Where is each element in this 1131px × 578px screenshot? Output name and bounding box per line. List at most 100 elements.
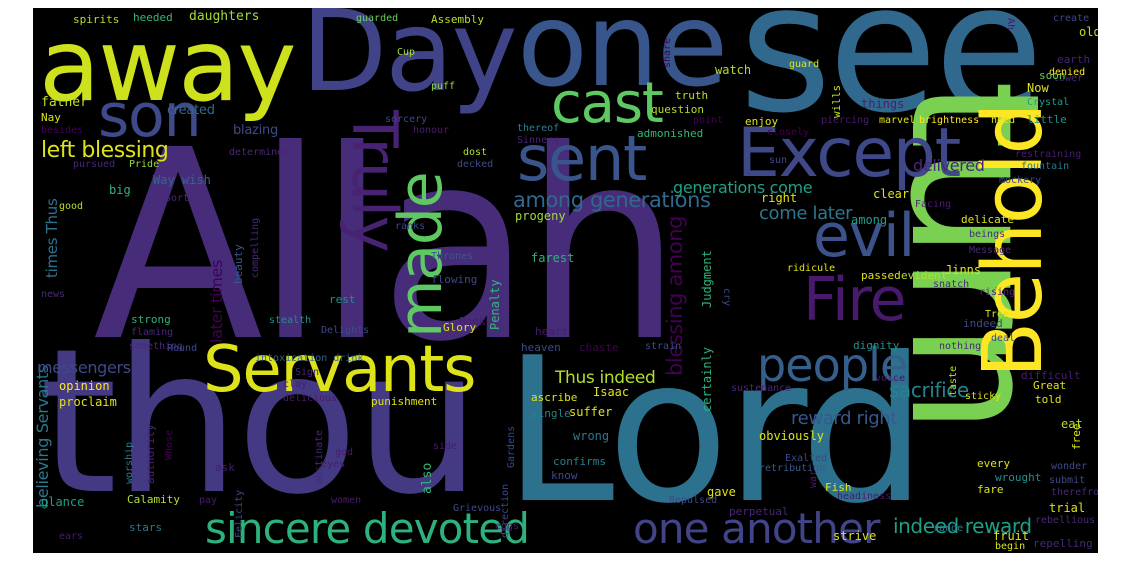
word-heed: heed — [991, 115, 1016, 126]
word-book: Book — [459, 315, 486, 328]
word-determined: determined — [229, 147, 290, 158]
word-authority: authority — [144, 424, 157, 484]
word-passed: passed — [861, 269, 901, 282]
word-mockery: mockery — [999, 175, 1042, 186]
word-right: right — [761, 191, 798, 205]
word-chaste: chaste — [579, 341, 619, 354]
word-lower: lower — [1053, 73, 1084, 84]
word-watch: watch — [715, 63, 752, 77]
word-delicate: delicate — [961, 213, 1014, 226]
word-calamity: Calamity — [127, 493, 180, 506]
word-therefrom: therefrom — [1051, 487, 1098, 498]
word-repulsed: Repulsed — [669, 495, 718, 506]
word-rising: rising — [979, 287, 1016, 298]
word-progeny: progeny — [515, 209, 566, 223]
word-heeded: heeded — [133, 11, 173, 24]
word-ask: ask — [215, 461, 235, 474]
word-times-thus: times Thus — [43, 198, 61, 278]
word-intoxication-drink: intoxication drink — [255, 353, 364, 364]
word-god: god — [335, 447, 354, 458]
word-thrones: Thrones — [431, 251, 474, 262]
word-opinion: opinion — [59, 379, 110, 393]
word-indeed-reward: indeed reward — [893, 514, 1032, 538]
word-decked: decked — [457, 159, 494, 170]
word-repelling: repelling — [1033, 537, 1093, 550]
word-eggs: eggs — [495, 521, 520, 532]
word-snatch: snatch — [933, 279, 970, 290]
word-marvel: marvel — [879, 115, 916, 126]
word-enjoy: enjoy — [745, 115, 779, 128]
word-fountain: fountain — [1021, 161, 1070, 172]
word-fruit: fruit — [993, 529, 1030, 543]
word-ascribe: ascribe — [531, 391, 578, 404]
word-share: share — [662, 37, 673, 68]
word-little: little — [1027, 113, 1067, 126]
word-truth: truth — [675, 89, 709, 102]
word-news: news — [41, 289, 66, 300]
word-strong: strong — [131, 313, 171, 326]
word-free: free — [1070, 423, 1083, 451]
word-reward-right: reward right — [791, 408, 898, 429]
word-stealth: stealth — [269, 315, 312, 326]
word-obstinate: obstinate — [314, 429, 325, 484]
word-way-wish: Way wish — [153, 173, 211, 187]
word-whose: Whose — [164, 429, 175, 460]
word-isaac: Isaac — [593, 385, 630, 399]
word-message: Message — [969, 245, 1012, 256]
word-guard: guard — [789, 59, 820, 70]
word-taste: taste — [948, 365, 959, 396]
word-flowing: flowing — [431, 273, 478, 286]
word-delivered: delivered — [913, 156, 985, 175]
word-told: told — [1035, 393, 1062, 406]
word-war: war — [808, 469, 819, 488]
word-sign: Sign — [295, 367, 320, 378]
word-now: Now — [1027, 81, 1049, 95]
word-thus-indeed: Thus indeed — [555, 368, 656, 388]
word-compelling: compelling — [250, 217, 261, 278]
word-know: know — [551, 469, 578, 482]
word-delicious: delicious — [283, 393, 338, 404]
word-thou: thou — [39, 306, 481, 539]
word-come-later: come later — [759, 203, 853, 224]
word-closely: closely — [767, 127, 810, 138]
word-strain: strain — [645, 341, 682, 352]
word-pursued: pursued — [73, 159, 116, 170]
word-facing: Facing — [915, 199, 952, 210]
word-wills: wills — [830, 84, 843, 118]
word-perpetual: perpetual — [729, 505, 789, 518]
word-guarded: guarded — [356, 13, 399, 24]
word-jinns: Jinns — [945, 263, 982, 277]
word-ranks: ranks — [395, 221, 426, 232]
word-something: something — [129, 341, 184, 352]
word-besides: besides — [41, 125, 84, 136]
word-good: good — [59, 201, 84, 212]
word-point: point — [693, 115, 724, 126]
word-gardens: Gardens — [506, 425, 517, 468]
word-believing-servants: believing Servants — [33, 365, 52, 508]
word-ridicule: ridicule — [787, 263, 836, 274]
word-trial: trial — [1049, 501, 1086, 515]
word-range: range — [933, 523, 964, 534]
word-nothing: nothing — [939, 341, 982, 352]
word-son: son — [98, 81, 202, 151]
word-assembly: Assembly — [431, 13, 484, 26]
word-felicity: Felicity — [234, 489, 245, 538]
word-wonder: wonder — [1051, 461, 1088, 472]
word-pay: pay — [199, 495, 218, 506]
word-sorting: Sorting — [165, 193, 208, 204]
word-people: people — [757, 338, 908, 392]
word-voice: voice — [875, 373, 906, 384]
word-women: women — [331, 495, 362, 506]
word-fish: Fish — [825, 481, 852, 494]
word-lord: Lord — [503, 315, 927, 548]
word-proclaim: proclaim — [59, 395, 117, 409]
word-day: Day — [301, 8, 518, 117]
word-begin: begin — [995, 541, 1026, 552]
word-see: see — [739, 8, 1044, 152]
word-restraining: restraining — [1015, 149, 1082, 160]
word-confirms: confirms — [553, 455, 606, 468]
word-sticky: sticky — [965, 391, 1002, 402]
word-ears: ears — [59, 531, 84, 542]
word-admonished: admonished — [637, 127, 704, 140]
word-daughters: daughters — [189, 9, 260, 24]
